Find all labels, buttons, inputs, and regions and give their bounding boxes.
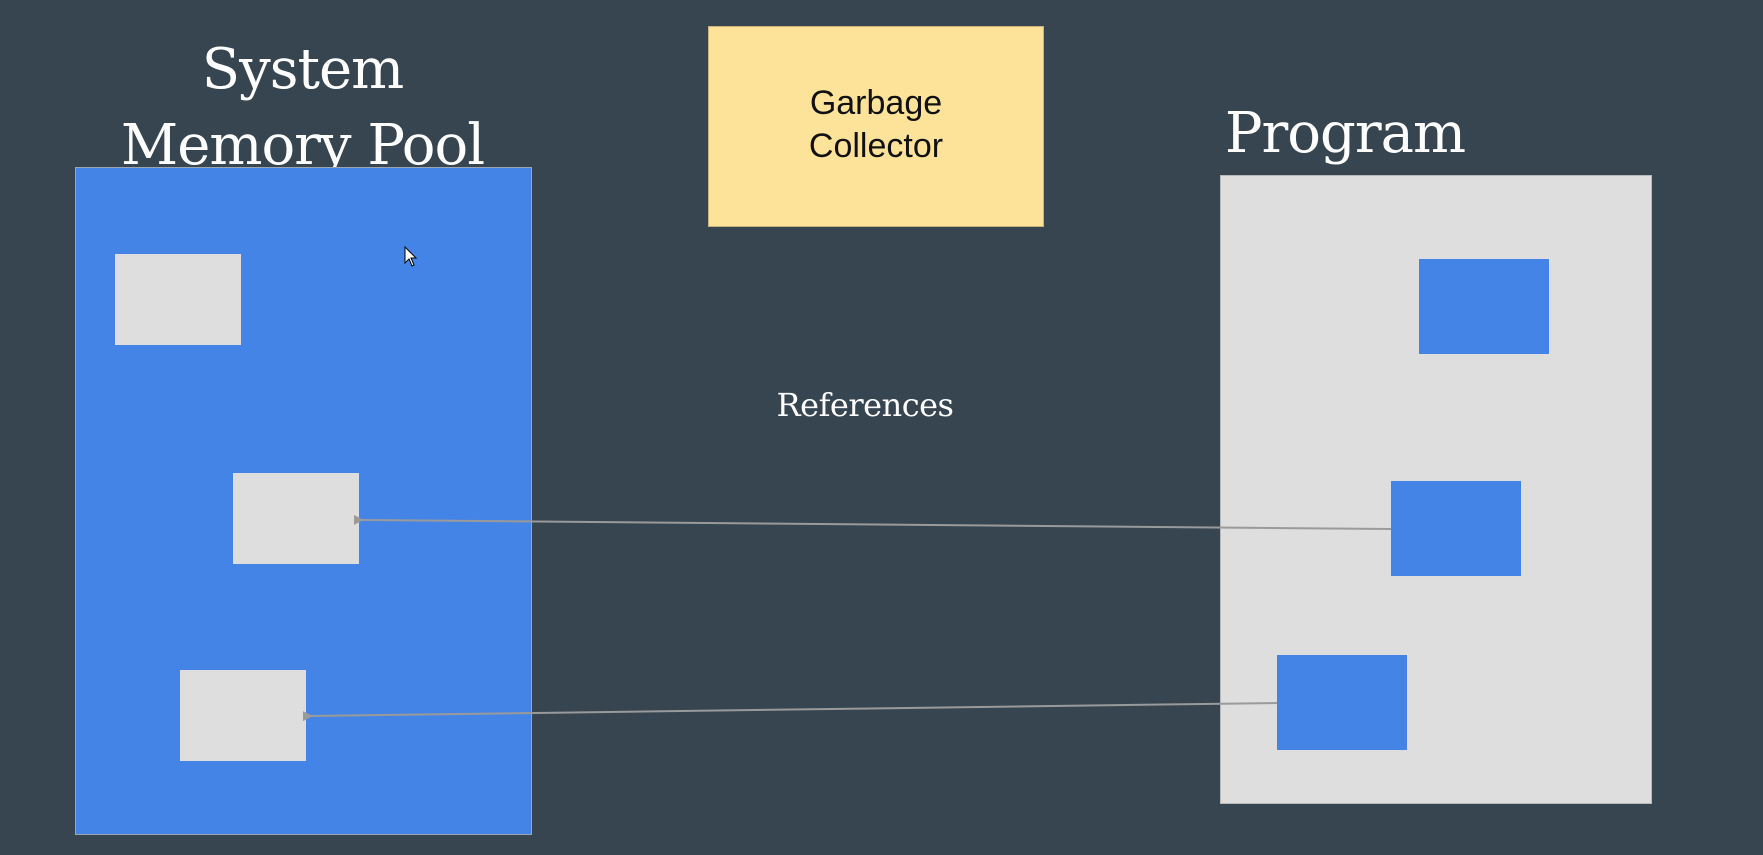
garbage-collector-box: Garbage Collector [708, 26, 1044, 227]
memory-block-unreferenced [115, 254, 241, 345]
memory-block-referenced [233, 473, 359, 564]
mouse-pointer-icon [404, 246, 418, 267]
program-variable-block [1419, 259, 1549, 354]
program-title: Program [1224, 101, 1466, 166]
references-label: References [776, 386, 954, 424]
garbage-collector-label: Garbage Collector [808, 83, 944, 165]
memory-pool-title-line: System Memory Pool [120, 37, 485, 178]
program-variable-block [1277, 655, 1407, 750]
memory-pool-title: System Memory Pool [75, 32, 530, 184]
program-variable-block [1391, 481, 1521, 576]
memory-block-referenced [180, 670, 306, 761]
